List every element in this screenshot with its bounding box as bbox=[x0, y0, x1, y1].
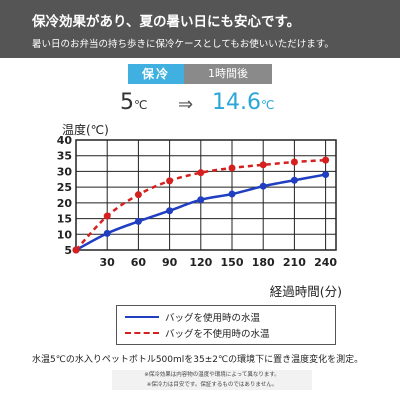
chart-legend: バッグを使用時の水温 バッグを不使用時の水温 bbox=[116, 305, 336, 345]
y-tick-label: 10 bbox=[57, 228, 73, 241]
data-point-with-bag bbox=[259, 182, 267, 190]
data-point-without-bag bbox=[166, 177, 174, 185]
cooling-badge: 保冷 bbox=[128, 64, 184, 84]
temperature-change: 5℃ ⇒ 14.6℃ bbox=[112, 90, 312, 120]
data-point-without-bag bbox=[72, 246, 80, 254]
data-point-without-bag bbox=[103, 212, 111, 220]
end-temperature-unit: ℃ bbox=[260, 98, 275, 112]
elapsed-time-badge: 1時間後 bbox=[184, 64, 272, 84]
legend-label: バッグを使用時の水温 bbox=[165, 313, 261, 324]
end-temperature: 14.6℃ bbox=[212, 90, 274, 115]
data-point-without-bag bbox=[197, 169, 205, 177]
x-tick-label: 150 bbox=[221, 256, 244, 269]
legend-label: バッグを不使用時の水温 bbox=[165, 329, 270, 340]
data-point-with-bag bbox=[134, 217, 142, 225]
data-point-without-bag bbox=[322, 156, 330, 164]
y-axis-label: 温度(℃) bbox=[62, 122, 109, 137]
x-tick-label: 240 bbox=[314, 256, 337, 269]
data-point-without-bag bbox=[259, 161, 267, 169]
header-banner: 保冷効果があり、夏の暑い日にも安心です。 暑い日のお弁当の持ち歩きに保冷ケースと… bbox=[0, 0, 400, 58]
y-tick-label: 15 bbox=[57, 213, 72, 226]
y-tick-label: 20 bbox=[57, 197, 73, 210]
data-point-with-bag bbox=[290, 176, 298, 184]
data-point-with-bag bbox=[103, 229, 111, 237]
header-headline: 保冷効果があり、夏の暑い日にも安心です。 bbox=[32, 14, 301, 30]
y-tick-label: 30 bbox=[57, 165, 73, 178]
plot-frame bbox=[75, 139, 337, 251]
series-line-without-bag bbox=[75, 158, 326, 251]
fine-print-line: ※保冷効果は内容物の温度や環境によって異なります。 bbox=[144, 372, 280, 378]
x-tick-label: 120 bbox=[189, 256, 212, 269]
badge-row: 保冷 1時間後 bbox=[128, 64, 272, 84]
x-tick-label: 180 bbox=[252, 256, 275, 269]
legend-item-without-bag: バッグを不使用時の水温 bbox=[125, 326, 333, 340]
y-tick-label: 5 bbox=[64, 244, 72, 257]
x-tick-label: 210 bbox=[283, 256, 306, 269]
legend-item-with-bag: バッグを使用時の水温 bbox=[125, 310, 333, 324]
y-tick-label: 35 bbox=[57, 150, 72, 163]
data-point-without-bag bbox=[290, 158, 298, 166]
x-tick-label: 60 bbox=[131, 256, 147, 269]
x-tick-label: 90 bbox=[162, 256, 178, 269]
x-axis-label: 経過時間(分) bbox=[270, 284, 342, 299]
measurement-note: 水温5℃の水入りペットボトル500mlを35±2℃の環境下に置き温度変化を測定。 bbox=[32, 355, 364, 365]
data-point-with-bag bbox=[197, 196, 205, 204]
data-point-with-bag bbox=[322, 171, 330, 179]
data-point-with-bag bbox=[166, 207, 174, 215]
temperature-chart: 5 10 15 20 25 30 35 40 30 60 90 120 150 180 210 240 温度(℃… bbox=[57, 122, 342, 299]
start-temperature-unit: ℃ bbox=[134, 98, 148, 112]
fine-print-line: ※保冷力は目安です。保証するものではありません。 bbox=[146, 382, 278, 388]
data-point-with-bag bbox=[228, 190, 236, 198]
start-temperature-value: 5 bbox=[120, 90, 134, 115]
legend-swatch-dashed bbox=[125, 332, 159, 334]
y-tick-label: 40 bbox=[57, 134, 73, 147]
fine-print: ※保冷効果は内容物の温度や環境によって異なります。 ※保冷力は目安です。保証する… bbox=[112, 370, 312, 390]
data-point-without-bag bbox=[228, 164, 236, 172]
y-tick-label: 25 bbox=[57, 181, 72, 194]
data-point-without-bag bbox=[134, 191, 142, 199]
header-subline: 暑い日のお弁当の持ち歩きに保冷ケースとしてもお使いいただけます。 bbox=[32, 39, 334, 50]
start-temperature: 5℃ bbox=[120, 90, 147, 115]
end-temperature-value: 14.6 bbox=[212, 90, 261, 115]
x-tick-label: 30 bbox=[100, 256, 116, 269]
arrow-icon: ⇒ bbox=[178, 94, 194, 115]
legend-swatch-solid bbox=[125, 316, 159, 318]
